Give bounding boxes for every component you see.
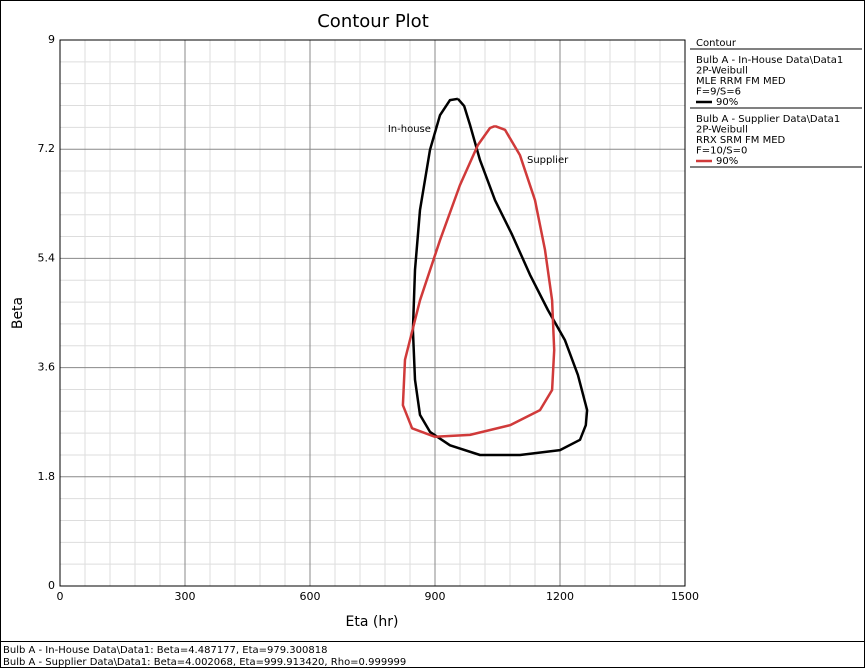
legend-info: F=9/S=6: [696, 87, 741, 98]
legend-label: 90%: [716, 97, 738, 108]
contour-line: [401, 124, 556, 439]
legend-label: 90%: [716, 156, 738, 167]
x-axis-label: Eta (hr): [346, 614, 399, 630]
contour-line: [411, 97, 589, 457]
legend-info: RRX SRM FM MED: [696, 135, 786, 146]
x-tick-label: 0: [57, 590, 64, 603]
y-tick-label: 3.6: [38, 361, 56, 374]
x-tick-label: 1200: [546, 590, 574, 603]
x-tick-label: 1500: [671, 590, 699, 603]
y-tick-label: 1.8: [38, 470, 56, 483]
y-tick-label: 0: [48, 579, 55, 592]
y-tick-label: 5.4: [38, 251, 56, 264]
y-axis-label: Beta: [10, 297, 26, 329]
plot-border: [59, 39, 686, 587]
legend-info: F=10/S=0: [696, 146, 747, 157]
footer-text: Bulb A - Supplier Data\Data1: Beta=4.002…: [3, 657, 406, 668]
curve-annotation: Supplier: [527, 155, 569, 166]
chart-title: Contour Plot: [317, 11, 429, 32]
legend-info: Bulb A - Supplier Data\Data1: [696, 114, 840, 125]
y-tick-label: 7.2: [38, 142, 56, 155]
legend-info: MLE RRM FM MED: [696, 76, 786, 87]
x-tick-label: 600: [300, 590, 321, 603]
plot-area: [60, 40, 685, 586]
x-tick-label: 900: [425, 590, 446, 603]
legend-title: Contour: [696, 38, 737, 49]
legend-info: Bulb A - In-House Data\Data1: [696, 55, 843, 66]
legend-info: 2P-Weibull: [696, 66, 748, 77]
legend-info: 2P-Weibull: [696, 125, 748, 136]
footer-text: Bulb A - In-House Data\Data1: Beta=4.487…: [3, 645, 327, 656]
x-tick-label: 300: [175, 590, 196, 603]
y-tick-label: 9: [48, 33, 55, 46]
curve-annotation: In-house: [388, 124, 431, 135]
